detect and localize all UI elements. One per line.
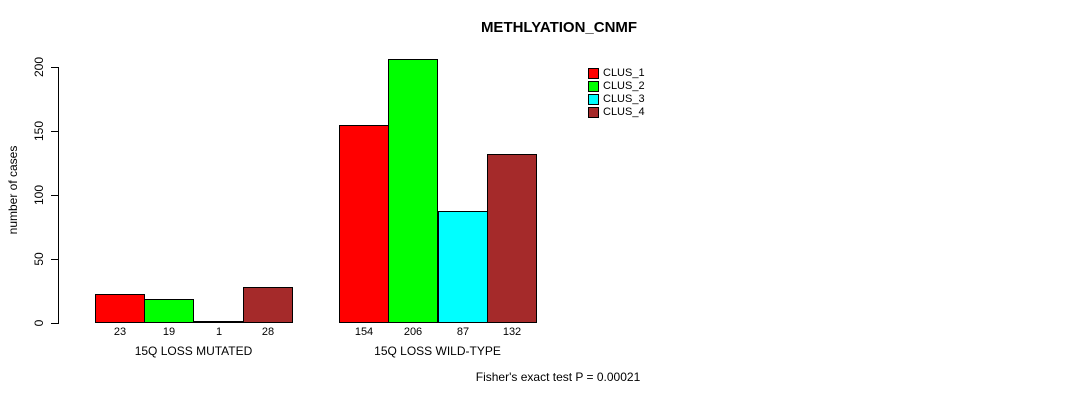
legend-swatch-clus_3 — [588, 94, 599, 105]
bar-value-label: 1 — [215, 326, 223, 338]
legend-label: CLUS_3 — [603, 93, 645, 105]
bar-value-label: 154 — [354, 326, 374, 338]
y-tick-label: 0 — [32, 319, 46, 327]
bar-value-label: 23 — [113, 326, 127, 338]
bar-value-label: 132 — [502, 326, 522, 338]
legend-item: CLUS_2 — [588, 80, 645, 93]
legend-swatch-clus_2 — [588, 81, 599, 92]
bar-value-label: 206 — [403, 326, 423, 338]
x-category-label: 15Q LOSS MUTATED — [134, 344, 253, 358]
legend-item: CLUS_3 — [588, 93, 645, 106]
bar-clus_4-group2 — [487, 154, 537, 323]
bar-clus_4-group1 — [243, 287, 293, 323]
legend-label: CLUS_2 — [603, 80, 645, 92]
bar-value-label: 87 — [456, 326, 470, 338]
legend-swatch-clus_4 — [588, 107, 599, 118]
legend-item: CLUS_4 — [588, 106, 645, 119]
bar-value-label: 28 — [261, 326, 275, 338]
legend: CLUS_1 CLUS_2 CLUS_3 CLUS_4 — [588, 67, 645, 119]
y-tick-mark — [51, 259, 59, 260]
y-tick-mark — [51, 323, 59, 324]
y-axis-label: number of cases — [6, 145, 20, 235]
bar-clus_2-group1 — [144, 299, 194, 323]
y-tick-mark — [51, 67, 59, 68]
y-tick-label: 50 — [32, 252, 46, 266]
y-tick-mark — [51, 195, 59, 196]
bar-clus_3-group2 — [438, 211, 488, 323]
bar-clus_3-group1 — [194, 321, 244, 323]
y-tick-label: 100 — [32, 184, 46, 206]
x-category-label: 15Q LOSS WILD-TYPE — [374, 344, 501, 358]
y-tick-mark — [51, 131, 59, 132]
stat-annotation: Fisher's exact test P = 0.00021 — [475, 370, 641, 384]
bar-value-label: 19 — [162, 326, 176, 338]
chart-title: METHLYATION_CNMF — [480, 19, 638, 36]
legend-swatch-clus_1 — [588, 68, 599, 79]
legend-label: CLUS_4 — [603, 106, 645, 118]
bar-clus_1-group1 — [95, 294, 145, 323]
y-tick-label: 150 — [32, 120, 46, 142]
bar-clus_2-group2 — [388, 59, 438, 323]
y-tick-label: 200 — [32, 56, 46, 78]
legend-label: CLUS_1 — [603, 67, 645, 79]
legend-item: CLUS_1 — [588, 67, 645, 80]
bar-clus_1-group2 — [339, 125, 389, 323]
